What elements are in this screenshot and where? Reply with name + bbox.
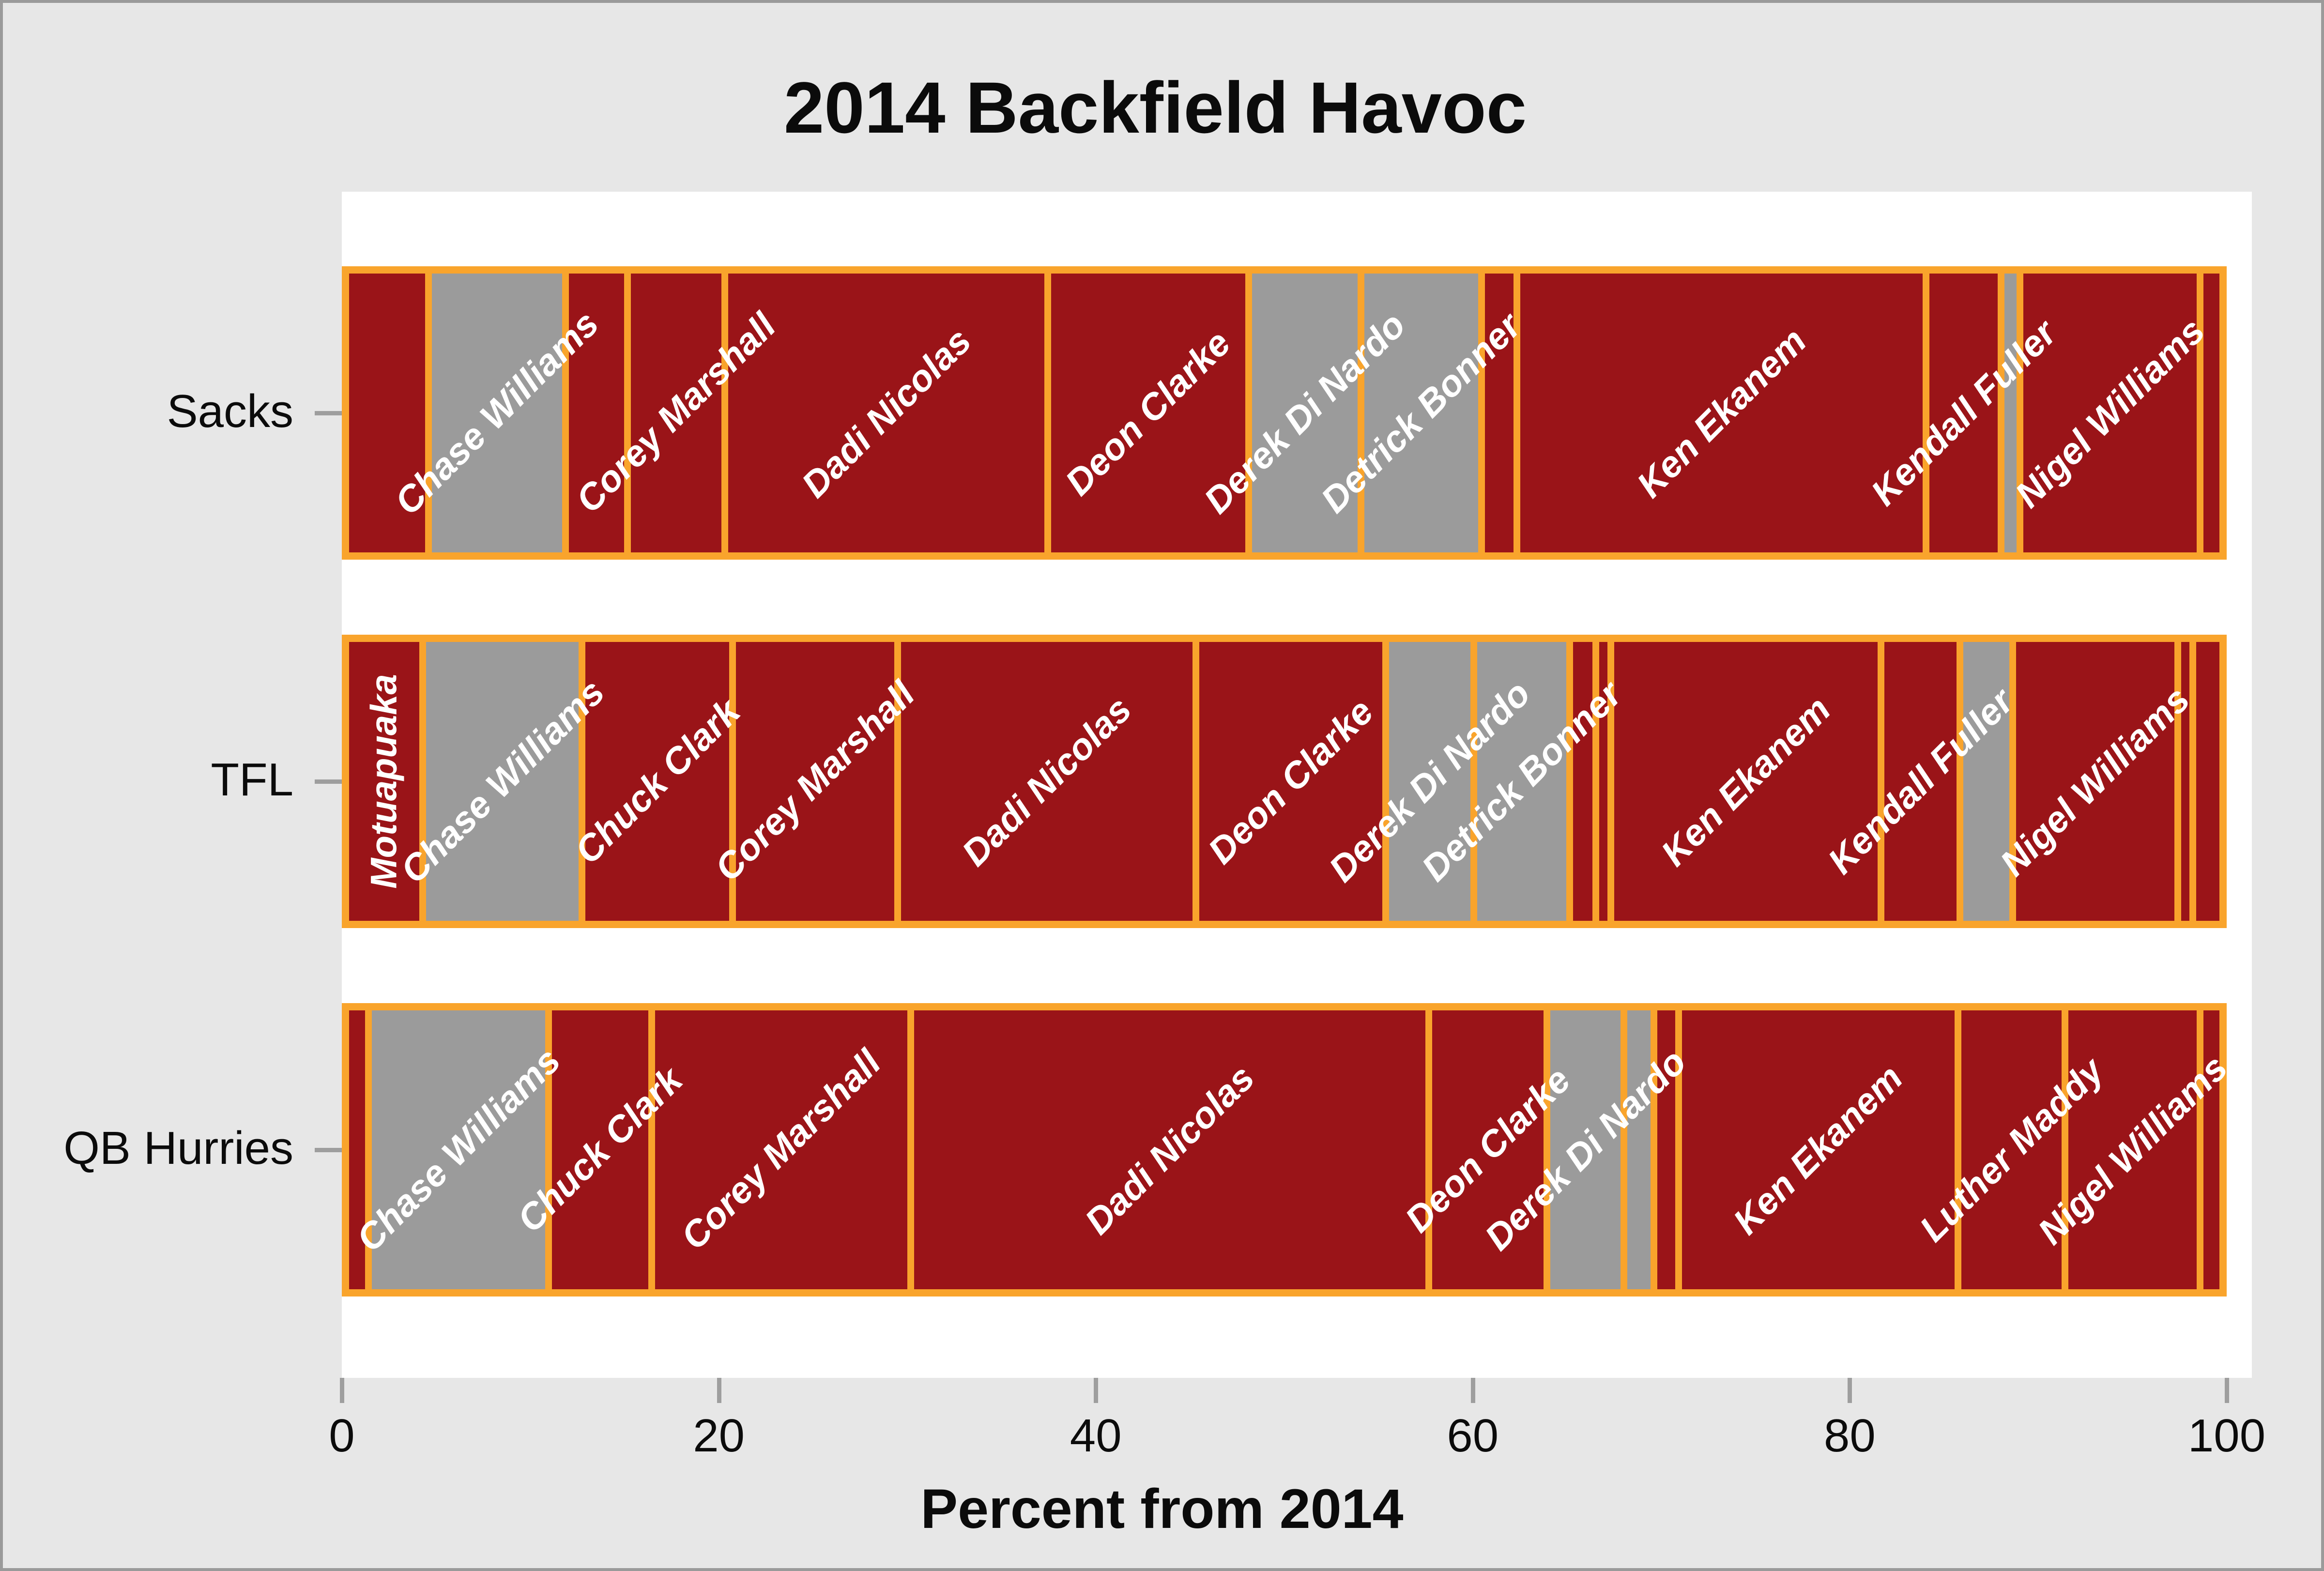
x-axis-tick (340, 1378, 344, 1403)
segment-label: Ken Ekanem (1629, 320, 1815, 506)
bar-segment: Dadi Nicolas (897, 639, 1196, 924)
bar-segment: Corey Marshall (707, 639, 923, 924)
x-axis-tick (717, 1378, 721, 1403)
segment-label: Chase Williams (348, 1040, 568, 1260)
bar-segment (2192, 639, 2223, 924)
bar-segment (2001, 270, 2020, 556)
bar-segment: Detrick Bonner (1414, 639, 1630, 924)
segment-label: Deon Clarke (1200, 691, 1381, 872)
bar-segment (1569, 639, 1596, 924)
bar-segment: Ken Ekanem (1611, 639, 1881, 924)
x-axis-label: Percent from 2014 (920, 1478, 1404, 1540)
bar-segment: Nigel Williams (1992, 639, 2198, 924)
bar-segment (1960, 639, 2013, 924)
x-tick-label: 40 (1070, 1410, 1122, 1462)
bar-segment (346, 270, 428, 556)
x-tick-label: 80 (1824, 1410, 1876, 1462)
bar-segment: Chuck Clark (567, 639, 748, 924)
bar-segment (2200, 270, 2223, 556)
bar-segment (2200, 1007, 2223, 1293)
x-axis-tick (1094, 1378, 1099, 1403)
bar-segment (1596, 639, 1611, 924)
category-label-sacks: Sacks (167, 385, 293, 437)
x-tick-label: 60 (1447, 1410, 1499, 1462)
x-axis-tick (1470, 1378, 1475, 1403)
bar-segment: Detrick Bonner (1314, 270, 1529, 556)
x-tick-label: 0 (329, 1410, 355, 1462)
plot-area: Chase Williams Corey Marshall Dadi Nicolas… (342, 192, 2252, 1378)
bar-row-tfl: Motuapuaka Chase Williams Chuck Clark Corey… (342, 635, 2227, 928)
bar-segment: Luther Maddy (1912, 1007, 2111, 1293)
segment-label: Ken Ekanem (1653, 688, 1839, 874)
segment-label: Ken Ekanem (1726, 1057, 1911, 1243)
segment-label: Corey Marshall (673, 1042, 889, 1258)
bar-segment: Corey Marshall (568, 270, 784, 556)
bar-segment (1481, 270, 1517, 556)
x-axis-tick (1848, 1378, 1852, 1403)
bar-segment: Dadi Nicolas (725, 270, 1048, 556)
segment-label: Dadi Nicolas (1077, 1057, 1263, 1243)
y-axis-tick (315, 411, 342, 415)
bar-segment: Derek Di Nardo (1196, 270, 1413, 556)
bar-segment: Chase Williams (393, 639, 612, 924)
bar-segment (1654, 1007, 1679, 1293)
y-axis-tick (315, 1148, 342, 1152)
bar-segment (1624, 1007, 1654, 1293)
category-label-tfl: TFL (211, 754, 293, 806)
bar-segment: Deon Clarke (1196, 639, 1386, 924)
bar-segment: Kendall Fuller (1820, 639, 2021, 924)
bar-segment: Ken Ekanem (1517, 270, 1926, 556)
chart-title: 2014 Backfield Havoc (783, 67, 1527, 148)
x-tick-label: 100 (2187, 1410, 2266, 1462)
x-tick-label: 20 (693, 1410, 745, 1462)
bar-segment (2177, 639, 2193, 924)
bar-segment: Deon Clarke (1047, 270, 1249, 556)
segment-label: Chuck Clark (566, 691, 748, 872)
category-label-qb-hurries: QB Hurries (63, 1122, 293, 1174)
segment-label: Dadi Nicolas (954, 688, 1140, 874)
bar-segment: Chase Williams (349, 1007, 568, 1293)
bar-segment: Kendall Fuller (1863, 270, 2064, 556)
bar-segment (346, 1007, 368, 1293)
bar-segment: Nigel Williams (2007, 270, 2213, 556)
bar-segment: Ken Ekanem (1678, 1007, 1958, 1293)
segment-label: Nigel Williams (2007, 310, 2213, 516)
segment-label: Dadi Nicolas (794, 320, 979, 506)
bar-segment: Chase Williams (387, 270, 607, 556)
bar-segment (565, 270, 627, 556)
bar-segment: Corey Marshall (651, 1007, 911, 1293)
segment-label: Deon Clarke (1057, 322, 1239, 503)
bar-row-sacks: Chase Williams Corey Marshall Dadi Nicolas… (342, 266, 2227, 560)
y-axis-tick (315, 779, 342, 784)
bar-segment: Nigel Williams (2030, 1007, 2235, 1293)
segment-label: Nigel Williams (1992, 679, 2198, 884)
x-axis-tick (2225, 1378, 2229, 1403)
bar-segment: Derek Di Nardo (1477, 1007, 1694, 1293)
bar-segment: Derek Di Nardo (1321, 639, 1538, 924)
bar-segment: Motuapuaka (346, 639, 423, 924)
segment-label: Motuapuaka (363, 674, 405, 889)
bar-segment: Dadi Nicolas (910, 1007, 1429, 1293)
segment-label: Chase Williams (392, 671, 612, 891)
bar-segment: Chuck Clark (509, 1007, 690, 1293)
segment-label: Corey Marshall (707, 673, 923, 889)
bar-segment: Deon Clarke (1397, 1007, 1578, 1293)
bar-row-qb-hurries: Chase Williams Chuck Clark Corey Marshall D… (342, 1003, 2235, 1296)
